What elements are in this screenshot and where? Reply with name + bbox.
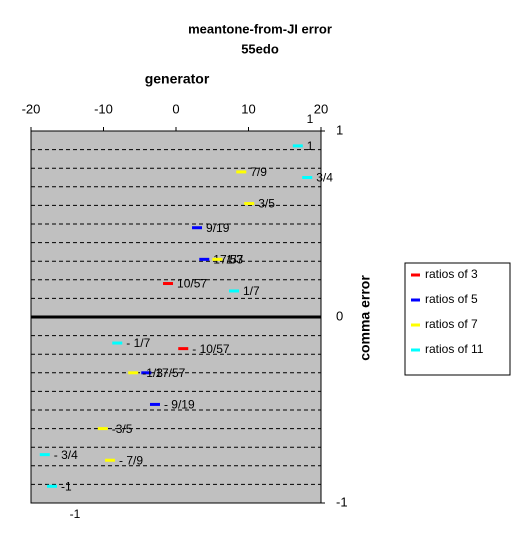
chart-subtitle: 55edo <box>241 41 279 56</box>
point-label: 17/57 <box>213 253 243 267</box>
y-axis-label: comma error <box>357 275 373 361</box>
point-label: 1 <box>307 139 314 153</box>
legend-label: ratios of 5 <box>425 292 478 306</box>
legend <box>404 262 511 376</box>
point-label: - 10/57 <box>192 342 230 356</box>
y-tick-label: -1 <box>336 494 348 509</box>
y-tick-label: 1 <box>336 122 343 137</box>
point-label: -1/3 <box>142 366 163 380</box>
chart-title: meantone-from-JI error <box>188 21 332 36</box>
point-label: -3/5 <box>112 422 133 436</box>
extra-label: -1 <box>70 507 81 521</box>
point-label: 1/7 <box>243 284 260 298</box>
point-label: - 7/9 <box>119 453 143 467</box>
point-label: - 9/19 <box>164 398 195 412</box>
x-tick-label: -20 <box>22 101 41 116</box>
point-label: 7/9 <box>250 165 267 179</box>
point-label: 9/19 <box>206 221 230 235</box>
point-label: 1/3 <box>226 253 243 267</box>
point-label: 10/57 <box>177 277 207 291</box>
point-label: 17/57 <box>155 366 185 380</box>
legend-label: ratios of 3 <box>425 267 478 281</box>
x-tick-label: 20 <box>314 101 328 116</box>
y-tick-label: 0 <box>336 308 343 323</box>
point-label: - 3/4 <box>54 448 78 462</box>
x-tick-label: -10 <box>94 101 113 116</box>
x-tick-label: 10 <box>241 101 255 116</box>
point-label: - 1/7 <box>126 336 150 350</box>
point-label: 3/4 <box>316 171 333 185</box>
extra-label: 1 <box>307 112 314 126</box>
point-label: 3/5 <box>258 197 275 211</box>
legend-label: ratios of 11 <box>425 342 484 356</box>
legend-label: ratios of 7 <box>425 317 478 331</box>
x-tick-label: 0 <box>172 101 179 116</box>
point-label: -1 <box>61 479 72 493</box>
x-axis-label: generator <box>145 71 210 87</box>
